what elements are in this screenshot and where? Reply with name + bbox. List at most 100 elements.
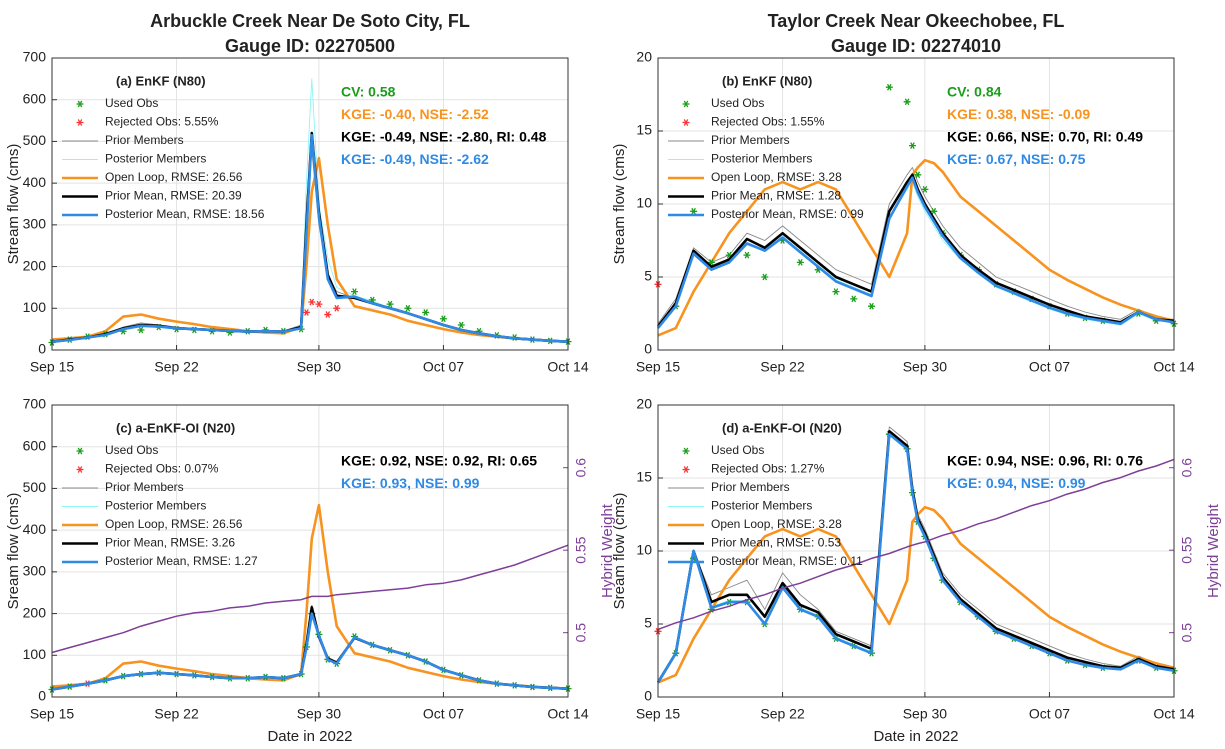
obs-marker xyxy=(690,207,698,215)
annotation: KGE: 0.93, NSE: 0.99 xyxy=(341,475,480,491)
y-tick-label: 0 xyxy=(644,688,652,704)
x-tick-label: Sep 22 xyxy=(154,706,199,722)
x-tick-label: Sep 30 xyxy=(903,706,948,722)
series-line xyxy=(51,503,569,690)
obs-marker xyxy=(908,142,916,149)
y2-axis-label: Hybrid Weight xyxy=(1205,503,1222,598)
x-tick-label: Oct 07 xyxy=(1029,706,1070,722)
x-tick-label: Sep 22 xyxy=(154,359,199,375)
x-tick-label: Oct 14 xyxy=(547,359,588,375)
panel-label: (c) a-EnKF-OI (N20) xyxy=(116,420,235,435)
y-tick-label: 400 xyxy=(23,521,47,537)
series-line xyxy=(657,158,1175,337)
y-tick-label: 700 xyxy=(23,49,47,65)
obs-marker xyxy=(743,251,751,259)
x-tick-label: Sep 15 xyxy=(636,706,681,722)
x-axis-label: Date in 2022 xyxy=(873,728,958,745)
legend-label: Prior Members xyxy=(711,133,790,147)
panel-label: (b) EnKF (N80) xyxy=(722,73,812,88)
y-tick-label: 5 xyxy=(644,268,652,284)
annotation: KGE: 0.94, NSE: 0.96, RI: 0.76 xyxy=(947,453,1143,469)
obs-marker xyxy=(850,295,858,303)
plot-frame xyxy=(51,57,569,351)
legend-label: Open Loop, RMSE: 26.56 xyxy=(105,517,243,531)
x-tick-label: Oct 14 xyxy=(1153,359,1194,375)
obs-marker xyxy=(333,304,341,312)
panel xyxy=(48,404,572,698)
obs-marker xyxy=(868,302,876,310)
series-line xyxy=(656,432,1175,684)
obs-marker xyxy=(137,326,145,334)
legend-label: Used Obs xyxy=(711,96,764,110)
chart-title: Arbuckle Creek Near De Soto City, FL xyxy=(150,11,470,31)
y-tick-label: 600 xyxy=(23,90,47,106)
legend-label: Rejected Obs: 5.55% xyxy=(105,115,219,129)
x-tick-label: Oct 14 xyxy=(547,706,588,722)
panel xyxy=(48,57,572,351)
y-tick-label: 600 xyxy=(23,437,47,453)
legend-label: Used Obs xyxy=(105,443,158,457)
legend-swatch xyxy=(76,119,84,126)
legend-label: Prior Mean, RMSE: 3.26 xyxy=(105,536,235,550)
legend-label: Open Loop, RMSE: 26.56 xyxy=(105,170,243,184)
obs-marker xyxy=(903,98,911,106)
legend-label: Prior Members xyxy=(105,133,184,147)
y-tick-label: 300 xyxy=(23,216,47,232)
y2-tick-label: 0.6 xyxy=(1179,458,1195,478)
legend-label: Open Loop, RMSE: 3.28 xyxy=(711,170,842,184)
obs-marker xyxy=(324,311,332,318)
obs-marker xyxy=(386,300,394,308)
series-line xyxy=(656,176,1175,329)
legend-label: Rejected Obs: 0.07% xyxy=(105,462,219,476)
plot-frame xyxy=(657,404,1175,698)
obs-marker xyxy=(404,304,412,312)
annotation: CV: 0.58 xyxy=(341,84,396,100)
y-tick-label: 20 xyxy=(636,396,652,412)
obs-marker xyxy=(439,315,447,323)
legend-label: Used Obs xyxy=(105,96,158,110)
annotation: KGE: -0.49, NSE: -2.62 xyxy=(341,151,489,167)
y2-tick-label: 0.55 xyxy=(1179,536,1195,563)
x-tick-label: Sep 15 xyxy=(636,359,681,375)
chart-subtitle: Gauge ID: 02274010 xyxy=(831,36,1001,56)
panel xyxy=(654,404,1178,698)
annotation: KGE: 0.67, NSE: 0.75 xyxy=(947,151,1086,167)
legend-swatch xyxy=(682,100,690,108)
annotation: CV: 0.84 xyxy=(947,84,1002,100)
y-tick-label: 500 xyxy=(23,132,47,148)
obs-marker xyxy=(930,207,938,215)
y-tick-label: 100 xyxy=(23,646,47,662)
legend-label: Posterior Members xyxy=(105,499,206,513)
legend-swatch xyxy=(682,119,690,126)
legend-label: Rejected Obs: 1.55% xyxy=(711,115,825,129)
y-axis-label: Sream flow (cms) xyxy=(611,493,628,610)
series-line xyxy=(51,544,569,654)
y-tick-label: 5 xyxy=(644,615,652,631)
y-tick-label: 15 xyxy=(636,469,652,485)
legend-label: Open Loop, RMSE: 3.28 xyxy=(711,517,842,531)
y-tick-label: 100 xyxy=(23,299,47,315)
series-line xyxy=(657,167,1175,324)
legend-swatch xyxy=(76,100,84,108)
y-tick-label: 20 xyxy=(636,49,652,65)
y-tick-label: 500 xyxy=(23,479,47,495)
y-axis-label: Sream flow (cms) xyxy=(5,493,22,610)
x-tick-label: Sep 30 xyxy=(297,359,342,375)
annotation: KGE: -0.49, NSE: -2.80, RI: 0.48 xyxy=(341,129,547,145)
x-tick-label: Sep 15 xyxy=(30,706,75,722)
panel xyxy=(654,57,1178,351)
series-line xyxy=(51,612,569,691)
y2-axis-label: Hybrid Weight xyxy=(599,503,616,598)
obs-marker xyxy=(885,83,893,91)
legend-label: Rejected Obs: 1.27% xyxy=(711,462,825,476)
obs-marker xyxy=(921,186,929,193)
y-tick-label: 200 xyxy=(23,257,47,273)
annotation: KGE: 0.92, NSE: 0.92, RI: 0.65 xyxy=(341,453,537,469)
x-tick-label: Oct 14 xyxy=(1153,706,1194,722)
y-axis-label: Stream flow (cms) xyxy=(5,144,22,265)
legend-swatch xyxy=(682,447,690,455)
obs-marker xyxy=(832,288,840,295)
annotation: KGE: 0.66, NSE: 0.70, RI: 0.49 xyxy=(947,129,1143,145)
y-tick-label: 10 xyxy=(636,542,652,558)
